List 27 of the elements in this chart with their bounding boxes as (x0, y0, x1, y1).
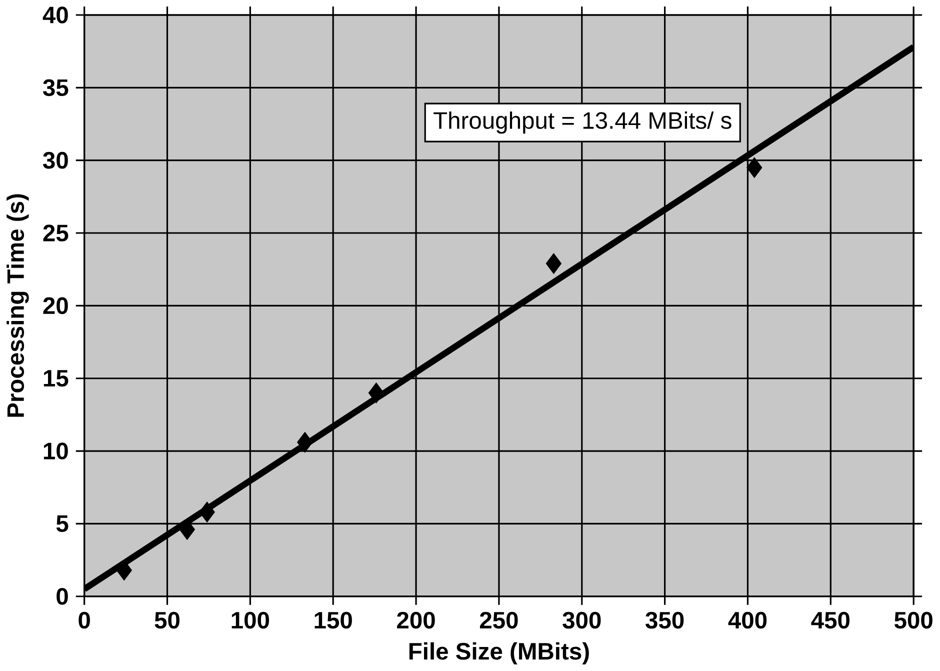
y-tick-label: 40 (42, 6, 68, 24)
x-axis-title: File Size (MBits) (409, 642, 589, 664)
x-tick-label: 100 (232, 612, 270, 629)
x-tick-label: 0 (78, 612, 90, 629)
y-tick-label: 35 (43, 79, 68, 96)
x-tick-label: 50 (154, 612, 180, 629)
point (368, 382, 384, 404)
y-tick-label: 20 (43, 297, 68, 314)
x-tick-label: 250 (480, 612, 518, 629)
point (746, 157, 762, 178)
x-tick-label: 150 (314, 612, 352, 629)
x-tick-label: 450 (811, 612, 850, 629)
point (546, 253, 562, 274)
x-tick-label: 400 (728, 612, 767, 629)
y-tick-label: 0 (56, 588, 68, 605)
x-tick-label: 300 (562, 612, 601, 629)
y-tick-label: 30 (43, 152, 68, 169)
x-tick-label: 500 (894, 612, 932, 629)
annotation: Throughput = 13.44 MBits/ s (434, 111, 732, 134)
point (297, 432, 313, 453)
y-tick-label: 25 (43, 224, 68, 242)
y-axis-title: Processing Time (s) (6, 194, 29, 417)
x-tick-label: 200 (397, 612, 435, 629)
y-tick-label: 5 (56, 515, 68, 532)
y-tick-label: 10 (44, 442, 68, 460)
x-tick-label: 350 (646, 612, 684, 629)
y-tick-label: 15 (44, 370, 68, 387)
